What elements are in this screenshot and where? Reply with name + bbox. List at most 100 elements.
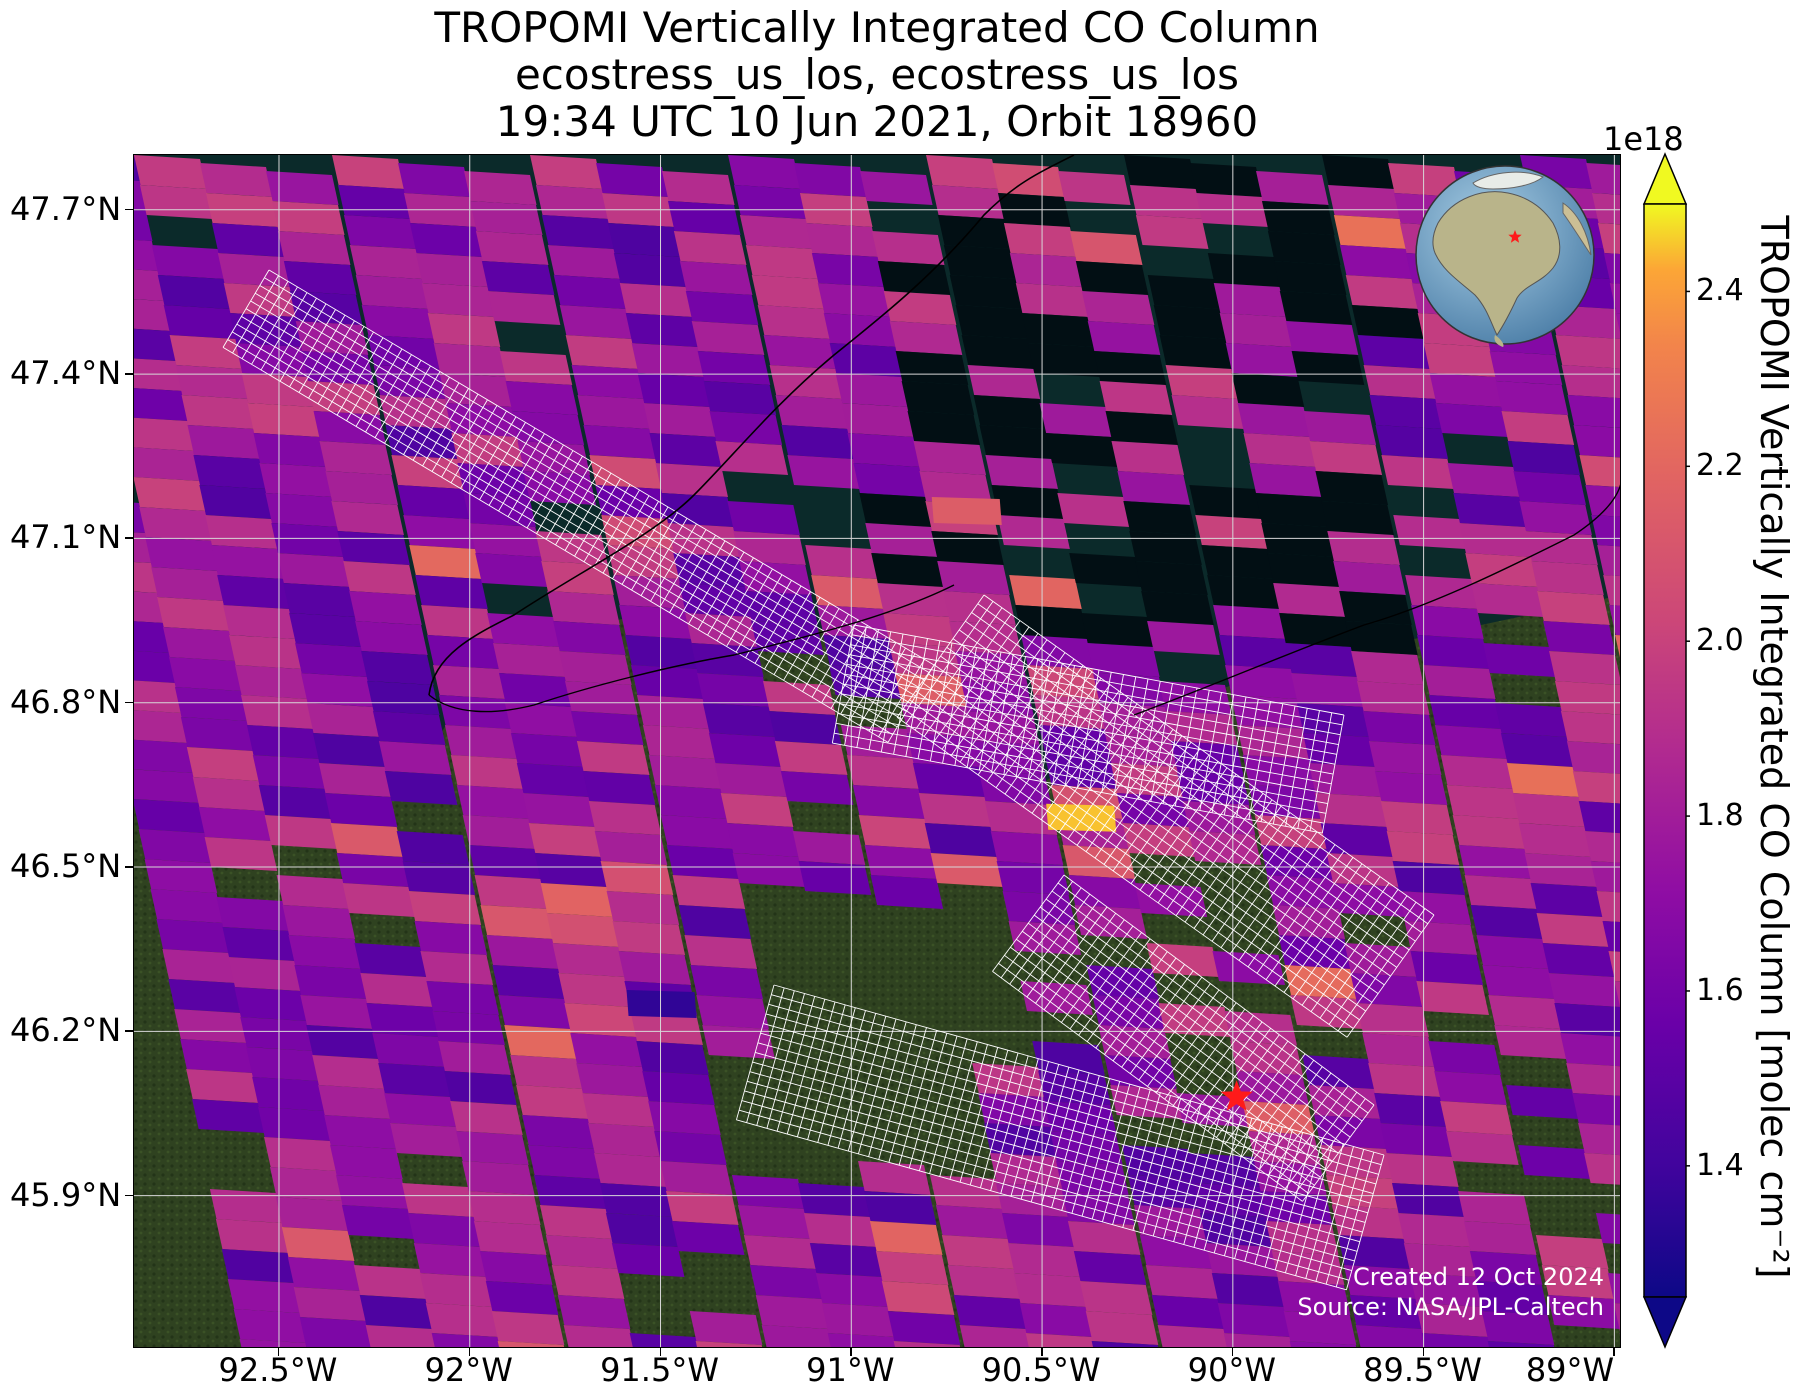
- co-cell: [1422, 665, 1496, 699]
- co-cell: [947, 1265, 1021, 1299]
- co-cell: [1219, 635, 1292, 669]
- co-cell: [419, 1273, 493, 1307]
- co-cell: [498, 673, 572, 707]
- co-cell: [865, 523, 938, 557]
- colorbar: [1642, 152, 1690, 1349]
- co-cell: [247, 403, 321, 437]
- co-cell: [216, 897, 290, 931]
- co-cell: [1320, 823, 1394, 857]
- co-cell: [134, 680, 182, 713]
- co-cell: [1363, 365, 1437, 399]
- co-cell: [1578, 801, 1620, 834]
- co-cell: [1548, 973, 1620, 1007]
- co-cell: [577, 395, 651, 429]
- co-cell: [745, 245, 819, 279]
- co-cell: [281, 1227, 355, 1261]
- lon-tick-label: 89.5°W: [1363, 1351, 1483, 1389]
- co-cell: [1403, 1243, 1477, 1277]
- co-cell: [823, 313, 897, 347]
- co-cell: [510, 1055, 583, 1089]
- co-cell: [546, 913, 620, 947]
- co-cell: [1290, 673, 1364, 707]
- co-cell: [1211, 1273, 1285, 1307]
- co-cell: [134, 210, 153, 241]
- co-cell: [1248, 785, 1322, 819]
- co-cell: [1506, 763, 1580, 797]
- co-cell: [1141, 591, 1214, 625]
- lon-tick-mark: [1422, 1348, 1425, 1356]
- co-cell: [1409, 1273, 1483, 1307]
- co-cell: [174, 1009, 247, 1043]
- co-cell: [325, 471, 398, 505]
- co-cell: [480, 905, 554, 939]
- co-cell: [487, 291, 561, 325]
- co-cell: [1271, 1251, 1345, 1285]
- co-cell: [869, 1221, 943, 1255]
- co-cell: [1273, 583, 1346, 617]
- co-cell: [479, 1251, 553, 1285]
- co-cell: [138, 829, 212, 863]
- co-cell: [691, 321, 765, 355]
- co-cell: [134, 358, 183, 391]
- co-cell: [361, 651, 434, 685]
- co-cell: [1117, 471, 1190, 505]
- co-cell: [1314, 1115, 1387, 1149]
- co-cell: [1321, 501, 1394, 535]
- co-cell: [180, 1039, 253, 1073]
- co-cell: [467, 1191, 541, 1225]
- co-cell: [1547, 1295, 1620, 1329]
- co-cell: [541, 215, 615, 249]
- co-cell: [1343, 1265, 1417, 1299]
- co-cell: [881, 1281, 955, 1315]
- co-cell: [1356, 681, 1430, 715]
- co-cell: [1487, 1341, 1555, 1347]
- map-gridlines: [134, 155, 1620, 1347]
- co-cell: [402, 861, 476, 895]
- co-cell: [300, 995, 373, 1029]
- co-cell: [967, 365, 1041, 399]
- co-cell: [985, 455, 1058, 489]
- co-cell: [1093, 351, 1167, 385]
- co-cell: [643, 403, 717, 437]
- co-cell: [926, 155, 999, 189]
- map-panel[interactable]: Created 12 Oct 2024 Source: NASA/JPL-Cal…: [133, 154, 1621, 1348]
- co-cell: [349, 245, 423, 279]
- co-cell: [1446, 1131, 1519, 1165]
- co-cell: [1231, 373, 1305, 407]
- co-cell: [1189, 485, 1262, 519]
- co-cell: [342, 883, 416, 917]
- co-cell: [1146, 943, 1220, 977]
- co-cell: [1309, 441, 1383, 475]
- co-cells: [134, 155, 1620, 1347]
- colorbar-exponent: 1e18: [1603, 120, 1684, 158]
- lat-tick-mark: [125, 701, 133, 704]
- co-cell: [1207, 575, 1280, 609]
- co-cell: [924, 823, 998, 857]
- co-cell: [523, 471, 596, 505]
- co-cell: [1303, 411, 1377, 445]
- co-cell: [629, 1333, 698, 1347]
- lon-tick-label: 92°W: [424, 1351, 513, 1389]
- co-cell: [1256, 171, 1329, 205]
- co-cell: [1003, 223, 1077, 257]
- co-cell: [1223, 1333, 1292, 1347]
- co-cell: [1058, 171, 1131, 205]
- co-cell: [367, 335, 441, 369]
- co-cell: [1458, 845, 1532, 879]
- co-cell: [240, 695, 314, 729]
- lon-tick-label: 90.5°W: [981, 1351, 1101, 1389]
- co-cell: [1069, 553, 1142, 587]
- co-cell: [648, 1101, 721, 1135]
- co-cell: [1578, 1123, 1620, 1156]
- co-cell: [1351, 651, 1424, 685]
- co-cell: [277, 231, 351, 265]
- co-cell: [481, 261, 555, 295]
- co-cell: [769, 365, 843, 399]
- co-cell: [703, 381, 777, 415]
- co-cell: [223, 283, 297, 317]
- co-cell: [1105, 411, 1179, 445]
- co-cell: [1482, 965, 1555, 999]
- co-cell: [401, 1183, 475, 1217]
- co-cell: [596, 163, 669, 197]
- co-cell: [953, 1295, 1027, 1329]
